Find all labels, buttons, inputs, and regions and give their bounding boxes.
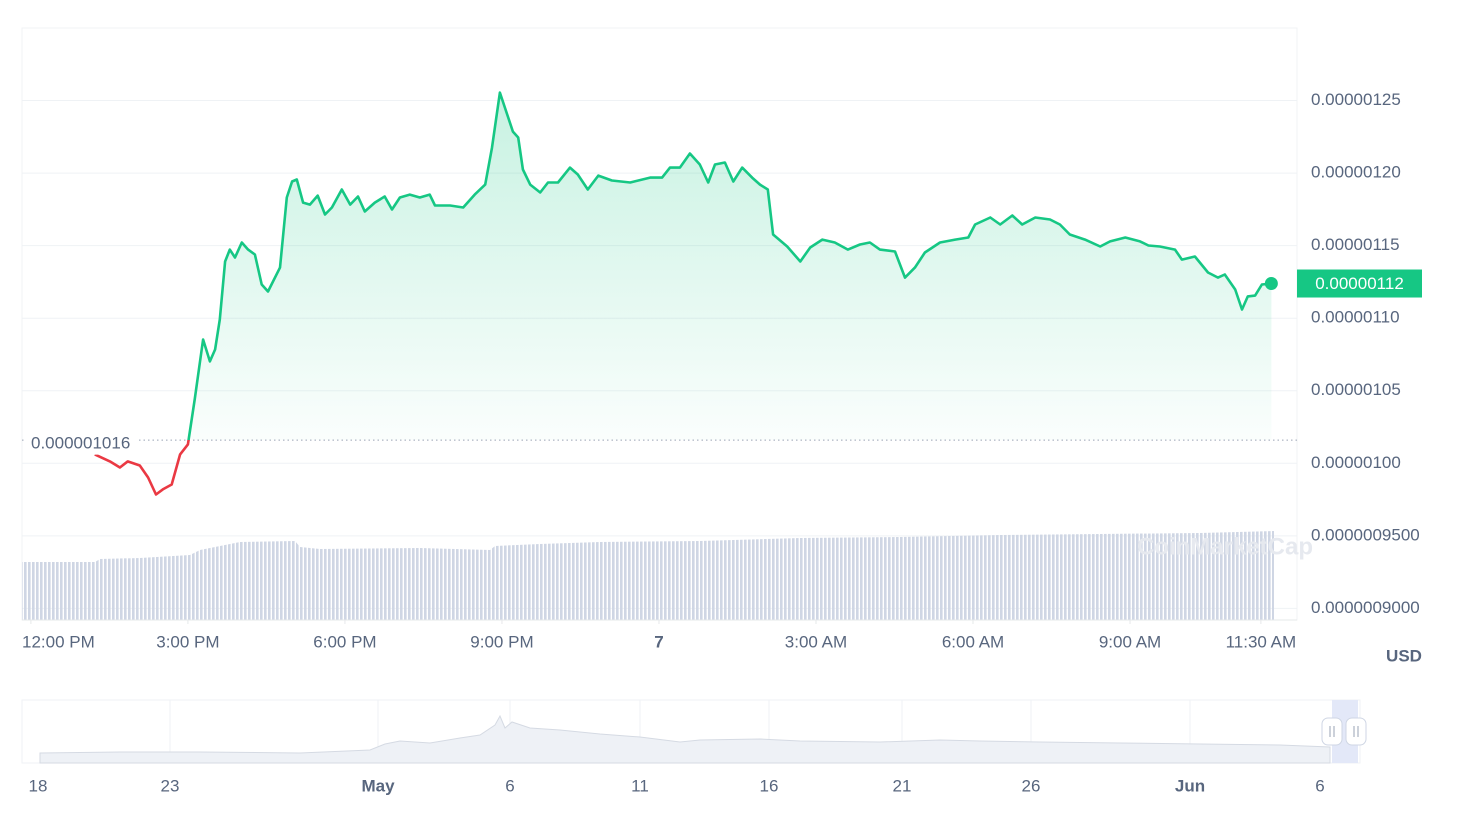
- navigator-handle[interactable]: [1345, 717, 1367, 746]
- handle-grip: [1329, 726, 1335, 737]
- x-tick-label: 6:00 AM: [942, 632, 1004, 651]
- x-tick-label: 9:00 PM: [470, 632, 533, 651]
- y-tick-label: 0.00000110: [1311, 308, 1400, 327]
- x-tick-label: 6:00 PM: [313, 632, 376, 651]
- x-tick-label: 3:00 PM: [156, 632, 219, 651]
- y-tick-label: 0.00000125: [1311, 90, 1401, 109]
- navigator-label: 18: [29, 776, 48, 795]
- volume-bars: [22, 531, 1274, 620]
- y-tick-label: 0.00000100: [1311, 453, 1401, 472]
- x-tick-label: 3:00 AM: [785, 632, 847, 651]
- navigator-label: 26: [1022, 776, 1041, 795]
- y-tick-label: 0.00000120: [1311, 163, 1401, 182]
- navigator-label: 23: [161, 776, 180, 795]
- y-tick-label: 0.00000115: [1311, 235, 1400, 254]
- navigator-label: 6: [505, 776, 514, 795]
- y-tick-label: 0.0000009500: [1311, 525, 1420, 544]
- x-tick-label: 9:00 AM: [1099, 632, 1161, 651]
- baseline-label: 0.000001016: [31, 434, 130, 453]
- price-line: [94, 91, 1272, 496]
- navigator-label: 6: [1315, 776, 1324, 795]
- currency-label: USD: [1386, 646, 1422, 665]
- x-tick-label: 12:00 PM: [22, 632, 95, 651]
- price-tag: 0.00000112: [1315, 274, 1404, 293]
- navigator-label: 16: [760, 776, 779, 795]
- handle-grip: [1353, 726, 1359, 737]
- last-point: [1264, 277, 1278, 291]
- navigator-area: [39, 714, 1331, 764]
- navigator-label: May: [361, 776, 395, 795]
- navigator-handle[interactable]: [1321, 717, 1343, 746]
- navigator-label: 21: [893, 776, 912, 795]
- baseline-label-bg: [25, 431, 137, 455]
- price-tag-bg: [1297, 269, 1422, 298]
- navigator-label: Jun: [1175, 776, 1205, 795]
- navigator-label: 11: [631, 776, 649, 795]
- y-tick-label: 0.00000105: [1311, 380, 1401, 399]
- area-fill: [94, 92, 1272, 441]
- y-tick-label: 0.0000009000: [1311, 598, 1420, 617]
- watermark: CoinMarketCap: [1137, 533, 1313, 560]
- x-tick-label: 7: [654, 632, 663, 651]
- x-tick-label: 11:30 AM: [1226, 632, 1297, 651]
